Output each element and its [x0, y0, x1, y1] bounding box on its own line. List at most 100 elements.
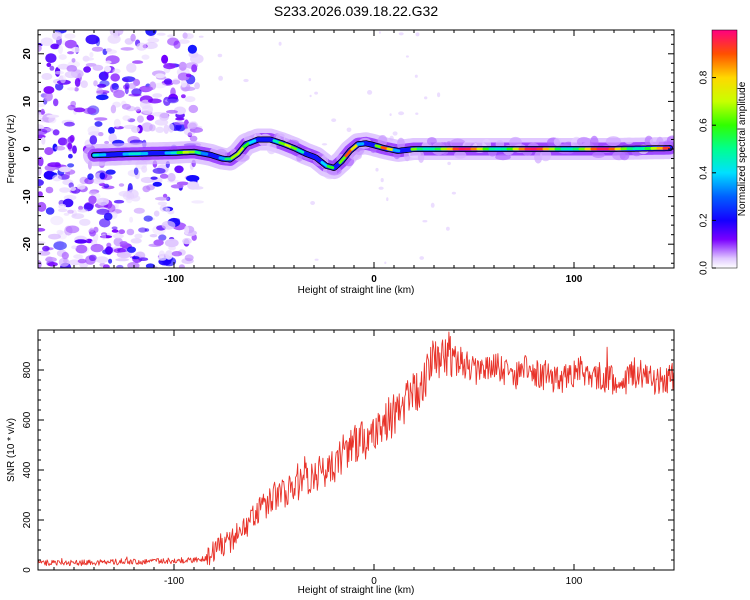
- noise-blob: [80, 80, 88, 88]
- noise-blob: [173, 40, 181, 49]
- snr-xlabel: Height of straight line (km): [298, 585, 415, 596]
- noise-blob: [94, 121, 103, 127]
- noise-speck: [414, 74, 418, 78]
- noise-blob: [38, 44, 42, 52]
- noise-speck: [367, 90, 373, 95]
- noise-blob: [175, 117, 185, 121]
- noise-blob: [178, 264, 185, 268]
- noise-blob: [91, 46, 104, 52]
- noise-blob: [45, 53, 57, 63]
- noise-blob: [38, 103, 46, 108]
- noise-blob: [104, 140, 110, 145]
- noise-blob: [47, 262, 58, 267]
- noise-blob: [143, 215, 153, 222]
- noise-blob: [69, 186, 76, 191]
- noise-speck: [310, 201, 315, 205]
- noise-speck: [384, 261, 387, 265]
- noise-blob: [122, 191, 134, 201]
- spectrogram-ylabel: Frequency (Hz): [6, 115, 17, 184]
- noise-speck: [378, 31, 381, 34]
- signal-amplitude-segment: [272, 139, 281, 144]
- noise-speck: [314, 91, 318, 95]
- signal-sidelobe: [605, 136, 622, 147]
- snr-series-line: [38, 331, 674, 567]
- noise-blob: [109, 30, 114, 36]
- noise-blob: [165, 207, 171, 212]
- noise-blob: [132, 60, 144, 64]
- noise-blob: [168, 123, 175, 133]
- noise-speck: [398, 32, 404, 36]
- noise-blob: [165, 250, 173, 260]
- noise-blob: [136, 42, 147, 51]
- noise-blob: [58, 54, 67, 60]
- colorbar-ticks: 0.0 0.2 0.4 0.6 0.8: [699, 70, 716, 275]
- noise-blob: [96, 87, 104, 96]
- signal-sidelobe: [666, 135, 674, 146]
- noise-blob: [64, 39, 77, 49]
- noise-blob: [147, 98, 162, 104]
- noise-speck: [446, 226, 450, 231]
- noise-blob: [103, 264, 110, 268]
- noise-blob: [59, 187, 71, 193]
- noise-blob: [46, 62, 52, 67]
- snr-xtick-label: -100: [164, 576, 184, 587]
- noise-blob: [83, 107, 97, 115]
- snr-axes: -100 0 100 0 200 400 600 800: [22, 330, 675, 587]
- noise-speck: [198, 35, 204, 38]
- noise-speck: [217, 53, 223, 58]
- noise-blob: [38, 179, 44, 187]
- noise-speck: [405, 55, 409, 58]
- noise-blob: [166, 109, 178, 114]
- noise-blob: [164, 238, 179, 248]
- noise-blob: [138, 257, 149, 262]
- noise-speck: [375, 167, 379, 172]
- noise-blob: [96, 197, 109, 206]
- noise-blob: [103, 212, 113, 221]
- snr-xtick-label: 0: [371, 576, 377, 587]
- noise-blob: [111, 229, 119, 233]
- noise-blob: [187, 181, 200, 190]
- noise-blob: [83, 203, 94, 212]
- signal-amplitude-segment: [200, 151, 209, 156]
- noise-blob: [67, 87, 76, 91]
- noise-blob: [154, 119, 169, 126]
- noise-blob: [113, 247, 126, 254]
- signal-sidelobe: [283, 134, 291, 143]
- noise-blob: [129, 216, 134, 223]
- snr-plot-area: [38, 331, 674, 567]
- noise-blob: [188, 104, 199, 114]
- spec-xtick-label: 0: [371, 274, 377, 285]
- noise-blob: [144, 41, 158, 50]
- noise-blob: [132, 256, 140, 260]
- spec-ytick-label: 10: [22, 95, 33, 107]
- noise-speck: [314, 258, 319, 261]
- noise-blob: [161, 220, 176, 230]
- colorbar-tick-label: 0.2: [699, 213, 710, 227]
- noise-blob: [89, 227, 94, 233]
- noise-blob: [115, 258, 129, 262]
- noise-blob: [61, 251, 69, 260]
- noise-blob: [38, 191, 43, 198]
- noise-speck: [218, 75, 224, 81]
- noise-speck: [380, 178, 384, 183]
- noise-blob: [45, 256, 53, 263]
- signal-sidelobe: [534, 151, 543, 164]
- noise-blob: [144, 228, 150, 232]
- signal-amplitude-segment: [380, 146, 389, 151]
- noise-blob: [38, 259, 42, 268]
- noise-blob: [50, 43, 60, 50]
- noise-blob: [134, 106, 141, 112]
- noise-blob: [71, 245, 77, 250]
- noise-blob: [141, 105, 154, 115]
- noise-blob: [162, 193, 168, 198]
- noise-blob: [54, 70, 65, 75]
- signal-amplitude-segment: [392, 148, 401, 153]
- noise-blob: [57, 137, 68, 146]
- noise-blob: [178, 61, 187, 71]
- noise-blob: [88, 190, 97, 195]
- noise-blob: [152, 167, 166, 174]
- noise-blob: [72, 145, 77, 154]
- noise-blob: [154, 73, 166, 79]
- noise-blob: [90, 243, 104, 253]
- signal-sidelobe: [592, 151, 605, 158]
